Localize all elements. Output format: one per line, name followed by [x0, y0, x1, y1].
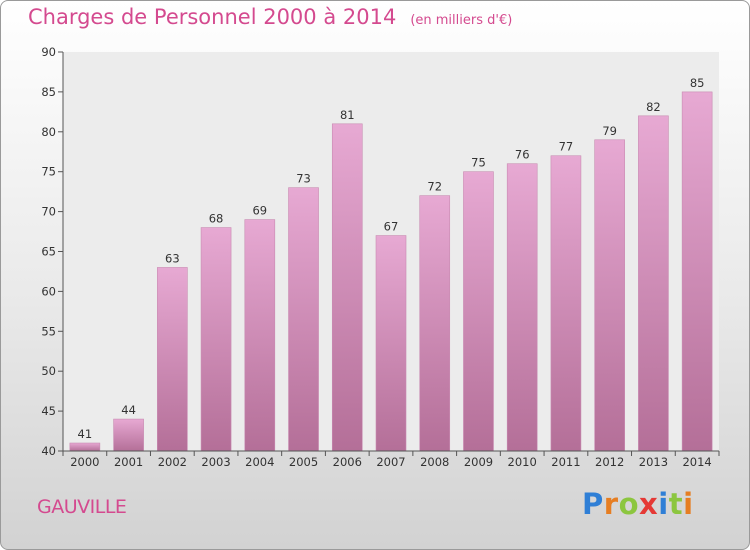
bar: [69, 442, 101, 452]
x-tick-label: 2000: [70, 455, 99, 469]
x-tick-label: 2009: [464, 455, 493, 469]
x-tick-label: 2013: [639, 455, 668, 469]
commune-name: GAUVILLE: [37, 496, 127, 518]
bar-value-label: 72: [427, 180, 442, 194]
x-tick-label: 2005: [289, 455, 318, 469]
bar: [375, 235, 407, 452]
y-tick-label: 70: [41, 205, 56, 219]
x-tick-label: 2003: [201, 455, 230, 469]
logo-letter: x: [639, 487, 659, 521]
bar-value-label: 69: [252, 204, 267, 218]
bar-value-label: 82: [646, 100, 661, 114]
bar: [331, 123, 363, 452]
x-tick-label: 2002: [158, 455, 187, 469]
bar-value-label: 76: [515, 148, 530, 162]
bar: [419, 195, 451, 452]
x-tick-label: 2008: [420, 455, 449, 469]
bar: [681, 91, 713, 452]
bar-value-label: 44: [121, 403, 136, 417]
x-tick-label: 2001: [114, 455, 143, 469]
bar: [200, 227, 232, 452]
y-tick-label: 45: [41, 404, 56, 418]
bar-value-label: 67: [384, 220, 399, 234]
logo-letter: t: [668, 487, 684, 521]
logo-letter: i: [683, 487, 694, 521]
bar: [288, 187, 319, 452]
chart-title-text: Charges de Personnel 2000 à 2014: [28, 5, 397, 29]
proxiti-logo: Proxiti: [582, 487, 694, 521]
logo-letter: i: [658, 487, 669, 521]
chart-title: Charges de Personnel 2000 à 2014 (en mill…: [28, 5, 512, 29]
bar-value-label: 68: [209, 212, 224, 226]
bar-value-label: 85: [690, 76, 705, 90]
bar-value-label: 63: [165, 251, 180, 265]
logo-letter: o: [618, 487, 640, 521]
bar: [594, 139, 625, 452]
bar-value-label: 73: [296, 172, 311, 186]
bar-value-label: 79: [602, 124, 617, 138]
bar: [113, 418, 144, 452]
bar: [506, 163, 538, 452]
bar-value-label: 81: [340, 108, 355, 122]
y-tick-label: 75: [41, 165, 56, 179]
bar: [244, 219, 276, 452]
x-tick-label: 2010: [508, 455, 537, 469]
bar-value-label: 75: [471, 156, 486, 170]
bar-value-label: 41: [78, 427, 93, 441]
x-tick-label: 2011: [551, 455, 580, 469]
x-tick-label: 2004: [245, 455, 274, 469]
x-tick-label: 2007: [376, 455, 405, 469]
y-tick-label: 65: [41, 245, 56, 259]
logo-letter: P: [582, 487, 604, 521]
x-tick-label: 2006: [333, 455, 362, 469]
y-tick-label: 40: [41, 444, 56, 458]
y-tick-label: 50: [41, 364, 56, 378]
bar: [550, 155, 582, 452]
y-tick-label: 85: [41, 85, 56, 99]
bar: [638, 115, 669, 452]
y-tick-label: 60: [41, 284, 56, 298]
y-tick-label: 80: [41, 125, 56, 139]
x-tick-label: 2014: [682, 455, 711, 469]
chart-subtitle: (en milliers d'€): [410, 13, 513, 28]
y-tick-label: 90: [41, 45, 56, 59]
x-tick-label: 2012: [595, 455, 624, 469]
logo-letter: r: [603, 487, 619, 521]
bar: [463, 171, 494, 452]
y-tick-label: 55: [41, 324, 56, 338]
bar: [157, 267, 188, 452]
bar-value-label: 77: [559, 140, 574, 154]
